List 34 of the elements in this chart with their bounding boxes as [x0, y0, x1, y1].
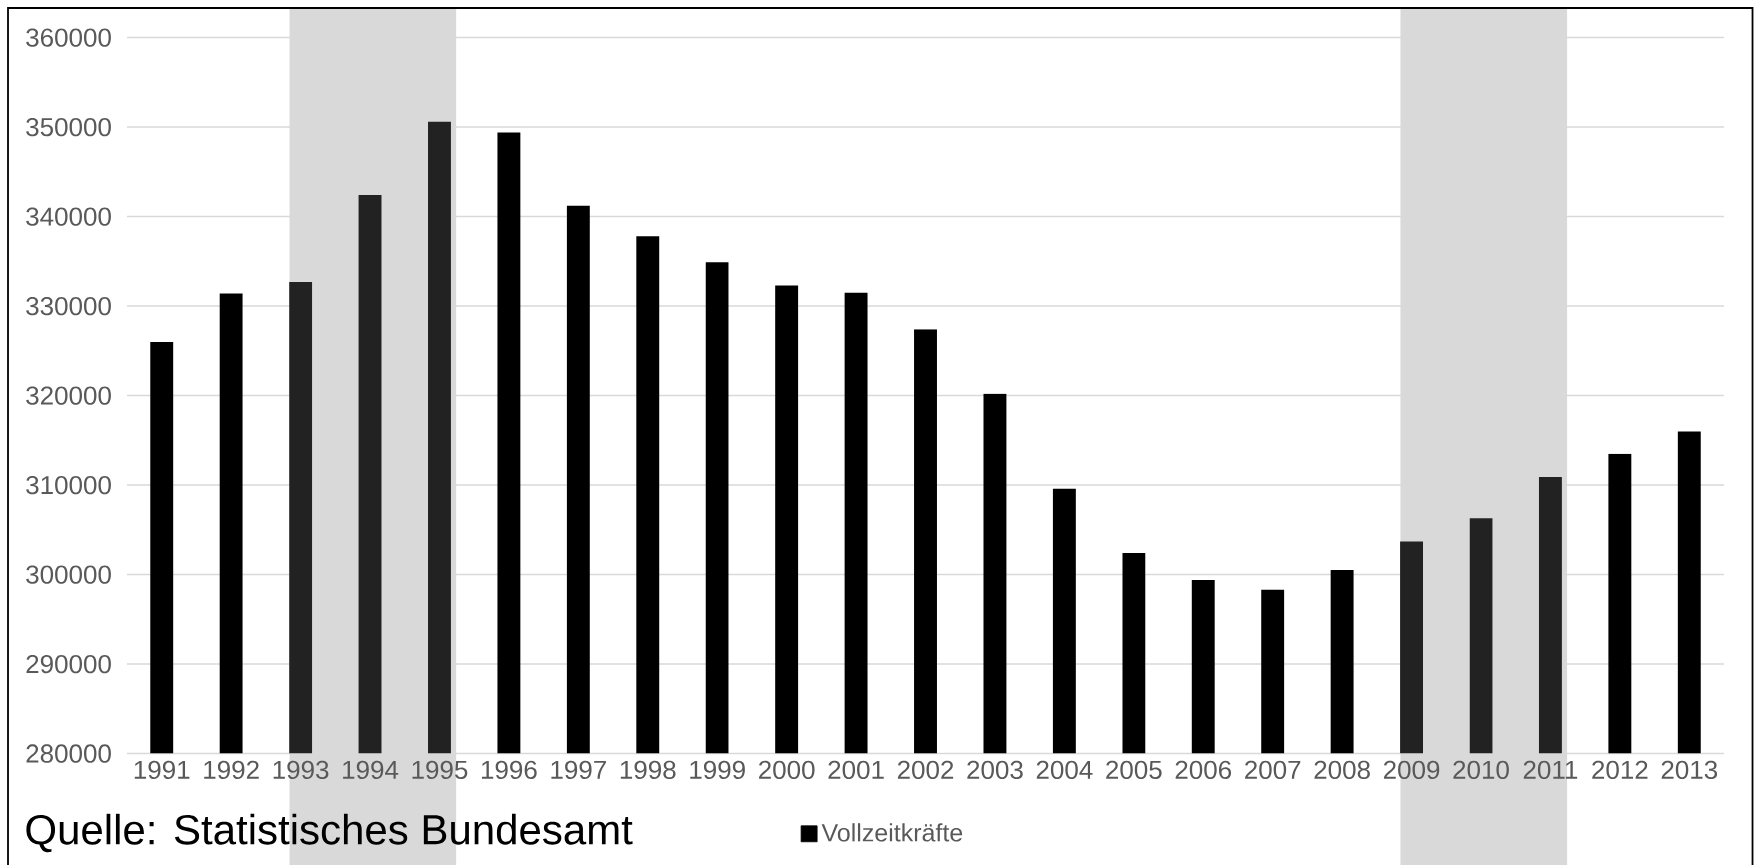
x-tick-label: 2005: [1106, 760, 1162, 780]
x-tick-label: 2010: [1453, 760, 1509, 780]
y-tick-label: 300000: [26, 565, 111, 584]
y-tick-label: 360000: [26, 28, 111, 47]
x-tick-label: 2012: [1592, 760, 1648, 780]
x-tick-label: 1996: [481, 760, 537, 780]
y-tick-label: 280000: [26, 744, 111, 763]
y-tick-label: 330000: [26, 296, 111, 316]
x-tick-label: 1992: [204, 760, 259, 780]
x-tick-label: 2009: [1383, 760, 1440, 780]
x-tick-label: 2003: [967, 760, 1023, 780]
x-tick-label: 1999: [690, 760, 745, 780]
x-tick-label: 2006: [1175, 760, 1232, 780]
legend-label: Vollzeitkräfte: [821, 823, 963, 842]
x-tick-label: 2002: [897, 760, 954, 780]
x-tick-label: 1991: [134, 760, 190, 780]
y-tick-label: 290000: [26, 654, 111, 674]
x-tick-label: 1994: [343, 760, 399, 780]
y-tick-label: 310000: [26, 475, 111, 495]
x-tick-label: 2007: [1245, 760, 1301, 780]
y-tick-label: 350000: [26, 117, 111, 137]
x-tick-label: 2004: [1036, 760, 1093, 780]
x-tick-label: 2000: [759, 760, 815, 780]
source-note: Quelle: Statistisches Bundesamt: [26, 813, 633, 853]
x-tick-label: 1997: [551, 760, 606, 780]
x-tick-label: 1995: [412, 760, 468, 780]
x-tick-label: 2013: [1661, 760, 1718, 780]
y-tick-label: 340000: [26, 207, 111, 226]
x-tick-label: 2011: [1523, 760, 1578, 780]
x-tick-label: 2008: [1314, 760, 1370, 780]
x-tick-label: 1993: [273, 760, 329, 780]
y-tick-label: 320000: [26, 386, 111, 405]
x-tick-label: 1998: [620, 760, 676, 780]
x-tick-label: 2001: [828, 760, 884, 780]
